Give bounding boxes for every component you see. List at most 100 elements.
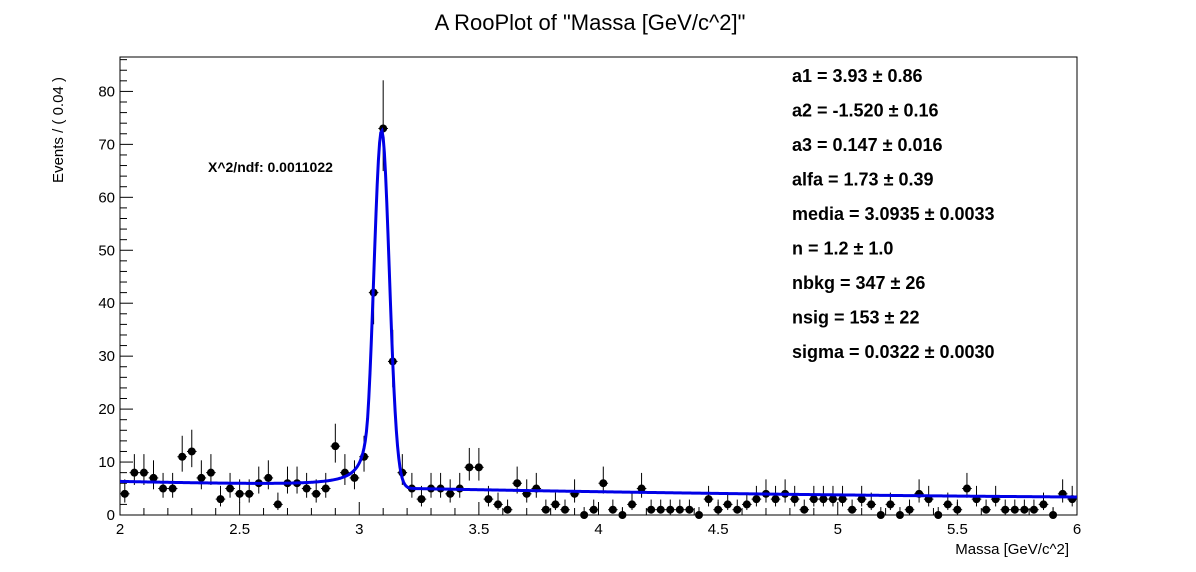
data-point — [186, 429, 197, 468]
x-tick-label: 2 — [116, 521, 124, 538]
data-point — [579, 507, 589, 519]
param-nsig: nsig = 153 ± 22 — [792, 308, 919, 328]
x-tick-label: 6 — [1073, 521, 1081, 538]
data-point — [464, 447, 475, 481]
y-tick-label: 10 — [98, 454, 115, 471]
y-tick-label: 50 — [98, 242, 115, 259]
param-sigma: sigma = 0.0322 ± 0.0030 — [792, 342, 995, 362]
data-point — [407, 472, 417, 498]
data-point — [962, 472, 972, 498]
data-point — [445, 479, 455, 503]
data-point — [253, 466, 264, 494]
data-point — [560, 499, 570, 514]
x-tick-label: 3 — [355, 521, 363, 538]
data-point — [167, 472, 178, 498]
data-point — [196, 460, 207, 490]
data-point — [120, 479, 130, 503]
data-point — [1048, 507, 1058, 519]
data-point — [703, 485, 714, 507]
param-media: media = 3.0935 ± 0.0033 — [792, 204, 995, 224]
data-point — [627, 492, 637, 511]
data-point — [206, 454, 216, 485]
data-point — [636, 472, 647, 498]
x-tick-label: 2.5 — [229, 521, 250, 538]
data-point — [751, 485, 762, 507]
data-point — [732, 499, 743, 514]
data-point — [550, 492, 561, 511]
data-point — [914, 479, 924, 503]
data-point — [675, 499, 685, 514]
data-point — [646, 499, 656, 514]
data-point — [588, 499, 599, 514]
data-point — [847, 499, 857, 514]
y-tick-label: 80 — [98, 83, 115, 100]
data-point — [349, 460, 360, 490]
data-point — [531, 472, 542, 498]
data-point — [454, 472, 465, 498]
data-point — [1010, 499, 1020, 514]
y-tick-label: 40 — [98, 295, 115, 312]
data-point — [742, 492, 752, 511]
y-tick-label: 60 — [98, 189, 115, 206]
x-tick-label: 3.5 — [468, 521, 489, 538]
x-tick-label: 5 — [834, 521, 842, 538]
param-nbkg: nbkg = 347 ± 26 — [792, 273, 925, 293]
data-point — [952, 499, 963, 514]
data-point — [904, 499, 915, 514]
data-point — [139, 454, 149, 485]
data-point — [435, 472, 446, 498]
data-point — [799, 499, 810, 514]
chi2-label: X^2/ndf: 0.0011022 — [208, 159, 333, 175]
data-point — [330, 423, 341, 463]
data-point — [684, 499, 695, 514]
data-point — [1038, 492, 1049, 511]
data-point — [789, 485, 800, 507]
y-tick-label: 20 — [98, 401, 115, 418]
data-point — [177, 435, 187, 472]
param-alfa: alfa = 1.73 ± 0.39 — [792, 170, 933, 190]
data-point — [320, 472, 331, 498]
fit-parameters: a1 = 3.93 ± 0.86 a2 = -1.520 ± 0.16 a3 = 0… — [792, 66, 995, 362]
data-point — [426, 472, 436, 498]
x-tick-label: 5.5 — [947, 521, 968, 538]
data-point — [263, 460, 274, 490]
plot-frame — [119, 56, 1078, 516]
param-a2: a2 = -1.520 ± 0.16 — [792, 101, 939, 121]
data-point — [493, 492, 503, 511]
data-point — [780, 479, 790, 503]
data-point — [665, 499, 676, 514]
data-point — [1029, 499, 1039, 514]
data-point — [340, 454, 350, 485]
param-n: n = 1.2 ± 1.0 — [792, 239, 893, 259]
data-point — [474, 447, 484, 481]
data-point — [301, 472, 312, 498]
y-axis-label: Events / ( 0.04 ) — [50, 77, 67, 183]
data-point — [895, 507, 905, 519]
data-point — [608, 499, 618, 514]
data-point — [1057, 479, 1068, 503]
data-point — [722, 492, 733, 511]
data-point — [809, 485, 819, 507]
data-point — [1019, 499, 1030, 514]
data-point — [292, 466, 302, 494]
data-point — [541, 499, 551, 514]
data-point — [981, 499, 991, 514]
chart-title: A RooPlot of "Massa [GeV/c^2]" — [435, 10, 746, 35]
y-tick-label: 30 — [98, 348, 115, 365]
fit-curve — [119, 127, 1078, 499]
x-tick-label: 4.5 — [708, 521, 729, 538]
param-a1: a1 = 3.93 ± 0.86 — [792, 66, 922, 86]
data-point — [694, 507, 704, 519]
data-point — [158, 472, 168, 498]
param-a3: a3 = 0.147 ± 0.016 — [792, 135, 943, 155]
data-point — [225, 472, 235, 498]
data-point — [502, 499, 513, 514]
data-point — [148, 460, 159, 490]
y-tick-label: 0 — [107, 507, 115, 524]
data-point — [655, 499, 666, 514]
data-point — [617, 507, 628, 519]
x-tick-label: 4 — [594, 521, 602, 538]
data-point — [770, 485, 781, 507]
